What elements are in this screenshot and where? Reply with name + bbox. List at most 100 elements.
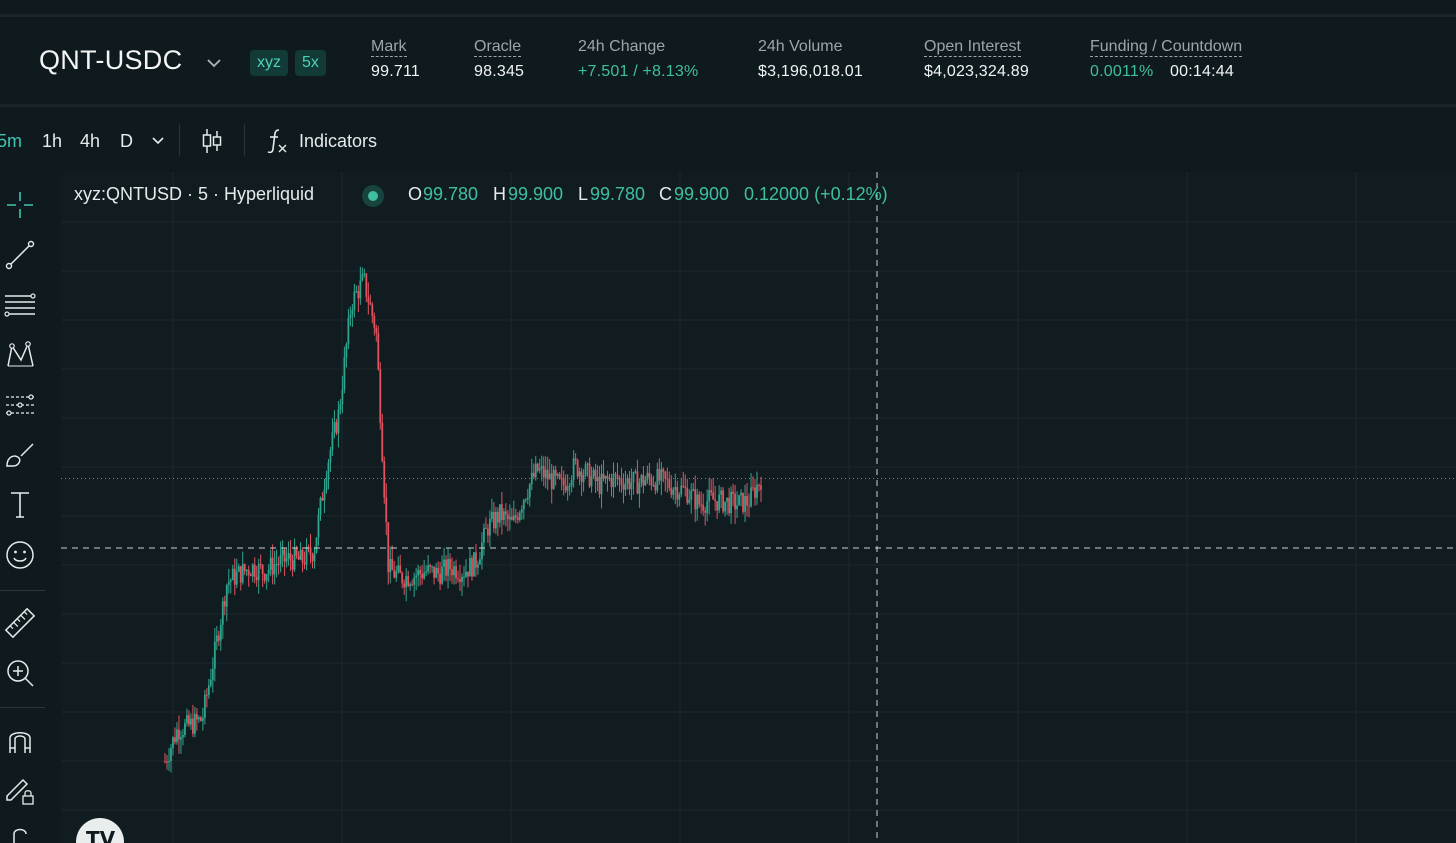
candle-body (492, 511, 495, 529)
candle-body (710, 490, 713, 493)
candle-body (465, 571, 467, 577)
candle-body (564, 485, 567, 491)
indicators-button[interactable]: Indicators (299, 131, 378, 151)
candle-body (219, 624, 222, 641)
trend-line-tool[interactable] (3, 238, 37, 272)
candle-body (209, 679, 212, 686)
candle-body (646, 472, 649, 481)
candle-body (391, 558, 394, 571)
candle-body (365, 273, 368, 297)
forecast-icon (6, 394, 34, 416)
candle-body (371, 304, 374, 317)
candle-body (524, 499, 527, 501)
forecast-tool[interactable] (3, 388, 37, 422)
candle-body (291, 560, 294, 570)
candle-body (738, 495, 740, 506)
unlock-tool[interactable] (3, 822, 37, 843)
candle-body (421, 574, 424, 579)
candle-body (287, 553, 290, 559)
pattern-tool[interactable] (3, 338, 37, 372)
candle-body (170, 748, 172, 761)
candle-body (299, 549, 302, 560)
candle-body (556, 473, 559, 476)
candle-body (688, 499, 691, 503)
candle-body (664, 471, 667, 479)
candle-body (576, 460, 579, 477)
candle-body (584, 464, 587, 476)
price-chart[interactable] (61, 172, 1456, 843)
candle-body (201, 717, 204, 721)
dex-badge: xyz (250, 50, 288, 76)
candle-body (347, 317, 350, 345)
candle-body (283, 549, 286, 562)
candle-body (223, 601, 226, 607)
candle-body (702, 504, 705, 511)
candle-body (437, 567, 439, 574)
stat-label[interactable]: Open Interest (924, 38, 1021, 57)
legend-open: 99.780 (423, 184, 479, 204)
candle-body (722, 490, 725, 512)
legend-symbol: xyz:QNTUSD · 5 · Hyperliquid (74, 184, 315, 204)
candle-body (305, 547, 308, 565)
candle-body (327, 462, 330, 479)
stat-label[interactable]: Funding / Countdown (1090, 38, 1243, 57)
lock-drawings-tool[interactable] (3, 774, 37, 808)
candle-body (233, 568, 236, 585)
timeframe-d[interactable]: D (120, 131, 133, 151)
market-header: QNT-USDC xyz 5x Mark 99.711 Oracle 98.34… (0, 17, 1456, 107)
candle-body (359, 280, 362, 299)
candle-body (345, 344, 348, 358)
candle-body (172, 737, 174, 749)
candle-body (622, 484, 625, 490)
candle-body (433, 566, 435, 578)
timeframe-4h[interactable]: 4h (80, 131, 101, 151)
candle-body (536, 463, 539, 471)
brush-tool[interactable] (3, 438, 37, 472)
candle-body (343, 357, 346, 390)
candle-body (186, 715, 188, 724)
crosshair-icon (7, 192, 33, 218)
fib-retracement-tool[interactable] (3, 288, 37, 322)
candle-body (538, 468, 541, 471)
drawing-tools-sidebar (0, 172, 45, 843)
magnet-tool[interactable] (3, 724, 37, 758)
emoji-tool[interactable] (3, 538, 37, 572)
candle-body (375, 327, 378, 334)
stat-label[interactable]: Mark (371, 38, 407, 57)
candle-body (387, 522, 390, 573)
chevron-down-icon[interactable] (151, 136, 165, 146)
measure-tool[interactable] (3, 606, 37, 640)
candle-body (487, 528, 489, 536)
candle-body (508, 516, 511, 520)
pair-selector[interactable]: QNT-USDC (39, 45, 183, 75)
text-tool[interactable] (3, 488, 37, 522)
candles-icon[interactable] (200, 127, 224, 155)
candle-body (273, 564, 276, 575)
candle-body (590, 476, 593, 487)
stat-label[interactable]: Oracle (474, 38, 522, 57)
candle-body (197, 717, 200, 720)
trend-line-icon (5, 240, 35, 270)
candle-body (730, 491, 733, 514)
toolbar-divider (244, 124, 245, 156)
candle-body (540, 466, 543, 469)
candle-body (644, 480, 647, 486)
chevron-down-icon[interactable] (206, 57, 222, 69)
market-status-dot (362, 185, 384, 207)
candle-body (658, 469, 661, 481)
candle-body (203, 694, 206, 718)
timeframe-1h[interactable]: 1h (42, 131, 63, 151)
candle-body (728, 497, 731, 514)
timeframe-5m[interactable]: 5m (0, 131, 23, 151)
chart-canvas[interactable] (61, 172, 1456, 843)
function-icon[interactable] (265, 127, 289, 155)
candle-body (435, 567, 437, 578)
horizontal-lines-icon (4, 293, 36, 317)
candle-body (758, 484, 760, 486)
candle-body (676, 486, 679, 500)
lock-icon (13, 828, 27, 843)
candle-body (528, 484, 531, 498)
candle-body (176, 729, 178, 743)
zoom-tool[interactable] (3, 656, 37, 690)
crosshair-tool[interactable] (3, 188, 37, 222)
